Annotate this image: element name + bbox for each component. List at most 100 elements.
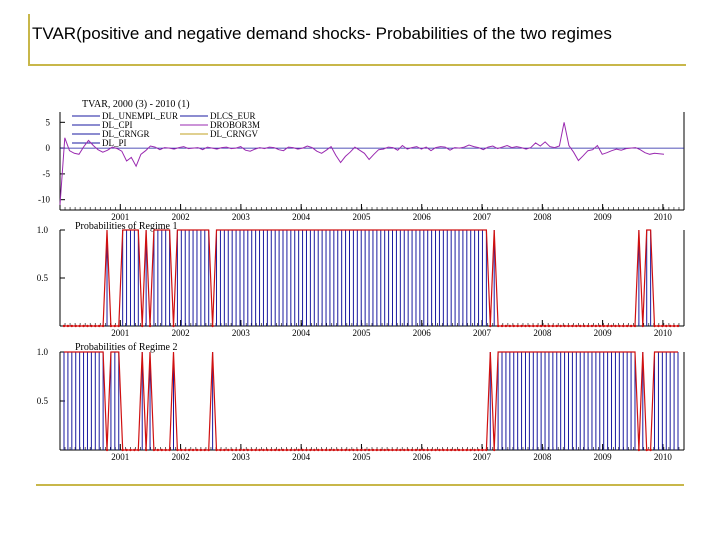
regime1-point xyxy=(622,324,625,328)
regime1-point xyxy=(66,324,70,328)
regime1-point xyxy=(661,324,664,328)
regime1-point xyxy=(672,324,676,328)
regime1-point xyxy=(74,324,77,328)
legend-label: DL_CRNGR xyxy=(102,129,150,139)
regime2-point xyxy=(375,448,379,452)
regime2-point xyxy=(160,448,163,452)
regime2-point xyxy=(473,448,476,452)
regime2-title: Probabilities of Regime 2 xyxy=(75,342,178,353)
regime2-point xyxy=(293,448,296,452)
tvar-series-panel: TVAR, 2000 (3) - 2010 (1) 5 0 -5 -10 2001 200… xyxy=(38,99,685,222)
legend-label: DROBOR3M xyxy=(210,120,260,130)
regime1-point xyxy=(532,324,535,328)
regime2-point xyxy=(645,448,648,452)
regime2-point xyxy=(410,448,414,452)
regime2-point xyxy=(152,448,156,452)
regime2-point xyxy=(297,448,300,452)
regime1-point xyxy=(633,324,637,328)
regime1-point xyxy=(70,324,74,328)
tvar-series-title: TVAR, 2000 (3) - 2010 (1) xyxy=(82,99,190,110)
regime1-point xyxy=(113,324,117,328)
x-tick-label: 2001 xyxy=(111,452,129,462)
legend-label: DL_CPI xyxy=(102,120,133,130)
x-tick-label: 2003 xyxy=(232,328,251,338)
regime2-point xyxy=(426,448,429,452)
regime2-point xyxy=(403,448,406,452)
regime2-point xyxy=(379,448,382,452)
regime2-point xyxy=(348,448,351,452)
x-tick-label: 2005 xyxy=(352,452,371,462)
regime1-point xyxy=(567,324,570,328)
regime2-point xyxy=(281,448,285,452)
regime2-point xyxy=(207,448,210,452)
regime1-point xyxy=(211,324,214,328)
x-tick-label: 2005 xyxy=(352,212,371,222)
x-tick-label: 2008 xyxy=(533,212,552,222)
regime2-point xyxy=(328,448,332,452)
regime1-point xyxy=(97,324,101,328)
regime1-point xyxy=(524,324,527,328)
regime1-point xyxy=(172,324,175,328)
x-tick-label: 2002 xyxy=(172,328,190,338)
regime1-point xyxy=(657,324,660,328)
regime1-point xyxy=(512,324,515,328)
regime2-point xyxy=(121,448,124,452)
regime1-point xyxy=(516,324,519,328)
regime2-point xyxy=(336,448,339,452)
regime1-point xyxy=(547,324,551,328)
regime2-point xyxy=(649,448,652,452)
y-tick-label: -5 xyxy=(43,169,51,179)
regime1-point xyxy=(117,324,120,328)
regime2-point xyxy=(187,448,191,452)
y-tick-label: 0.5 xyxy=(37,396,49,406)
regime2-point xyxy=(219,448,222,452)
regime2-point xyxy=(320,448,324,452)
regime1-point xyxy=(520,324,523,328)
title-accent-vertical xyxy=(28,14,30,66)
y-tick-label: 1.0 xyxy=(37,225,49,235)
regime1-point xyxy=(496,324,500,328)
regime1-point xyxy=(62,324,66,328)
regime2-point xyxy=(305,448,308,452)
regime2-point xyxy=(309,448,312,452)
x-tick-label: 2008 xyxy=(533,452,552,462)
legend-label: DL_PI xyxy=(102,138,127,148)
regime1-point xyxy=(598,324,601,328)
regime2-point xyxy=(446,448,449,452)
regime2-point xyxy=(242,448,246,452)
title-accent-underline xyxy=(28,64,686,66)
x-tick-label: 2007 xyxy=(473,452,492,462)
regime2-point xyxy=(344,448,347,452)
regime1-title: Probabilities of Regime 1 xyxy=(75,221,178,232)
regime2-point xyxy=(461,448,465,452)
regime2-point xyxy=(391,448,394,452)
regime1-point xyxy=(504,324,508,328)
regime2-point xyxy=(363,448,367,452)
regime1-point xyxy=(555,324,558,328)
regime1-point xyxy=(82,324,85,328)
regime2-point xyxy=(469,448,472,452)
regime1-point xyxy=(653,324,656,328)
regime1-lines xyxy=(62,229,680,328)
x-tick-label: 2007 xyxy=(473,328,492,338)
regime2-point xyxy=(422,448,425,452)
x-tick-label: 2010 xyxy=(654,328,673,338)
regime1-point xyxy=(579,324,582,328)
regime2-point xyxy=(105,448,109,452)
regime2-point xyxy=(133,448,136,452)
regime2-point xyxy=(164,448,167,452)
x-tick-label: 2004 xyxy=(292,452,311,462)
x-tick-label: 2003 xyxy=(232,212,251,222)
x-tick-label: 2005 xyxy=(352,328,371,338)
regime2-point xyxy=(360,448,363,452)
regime2-point xyxy=(180,448,183,452)
regime1-point xyxy=(536,324,539,328)
regime2-point xyxy=(332,448,336,452)
x-tick-label: 2004 xyxy=(292,328,311,338)
x-tick-label: 2010 xyxy=(654,452,673,462)
slide-title: TVAR(positive and negative demand shocks… xyxy=(32,24,612,43)
regime2-point xyxy=(289,448,293,452)
regime2-point xyxy=(301,448,304,452)
regime2-point xyxy=(418,448,422,452)
regime2-panel: Probabilities of Regime 2 1.0 0.5 2001 2002… xyxy=(37,342,685,462)
